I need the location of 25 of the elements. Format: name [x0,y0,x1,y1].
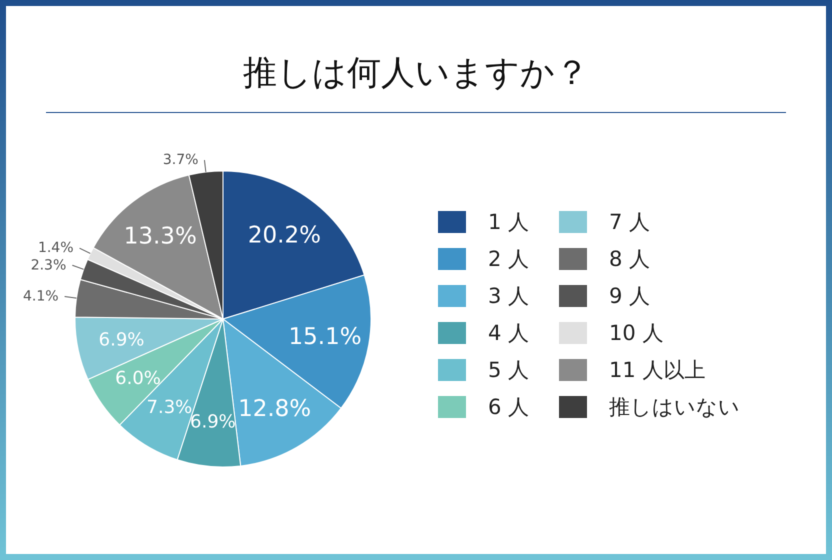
legend-label: 7 人 [609,208,650,236]
legend-label: 3 人 [488,282,530,310]
data-label: 20.2% [248,222,321,249]
data-label: 6.9% [190,412,236,433]
legend-label: 6 人 [488,394,530,420]
data-label: 7.3% [146,397,192,418]
data-label: 6.9% [98,330,144,351]
chart-title: 推しは何人いますか？ [242,52,590,95]
legend-label: 推しはいない [609,394,740,420]
legend-label: 5 人 [488,356,530,384]
data-label: 3.7% [162,152,198,168]
data-label: 12.8% [238,396,312,422]
data-label: 6.0% [115,368,161,389]
data-label: 13.3% [124,224,197,250]
legend-label: 2 人 [488,246,530,272]
legend-label: 8 人 [609,246,650,272]
data-label: 1.4% [38,240,74,256]
data-label: 15.1% [288,324,362,350]
legend-label: 9 人 [609,282,650,310]
legend-label: 1 人 [488,208,530,236]
legend-label: 10 人 [609,320,664,346]
data-label: 2.3% [30,257,66,274]
legend-label: 4 人 [488,320,530,346]
data-label: 4.1% [23,288,59,304]
legend-label: 11 人以上 [609,356,706,384]
